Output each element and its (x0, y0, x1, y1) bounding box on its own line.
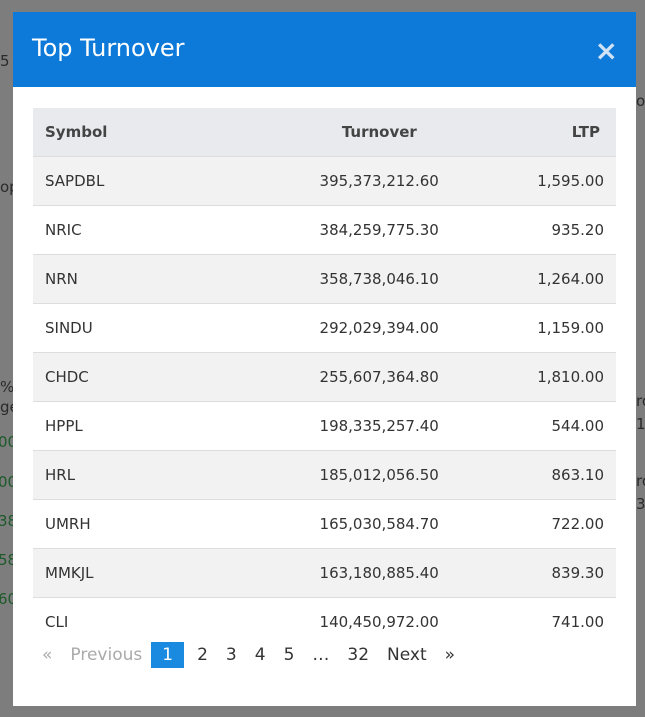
table-row: NRIC 384,259,775.30 935.20 (33, 205, 616, 255)
table-cell: 165,030,584.70 (190, 499, 451, 549)
table-cell: NRN (33, 254, 191, 304)
table-row: HRL 185,012,056.50 863.10 (33, 450, 616, 500)
table-cell: UMRH (33, 499, 191, 549)
page-link[interactable]: 32 (347, 645, 370, 665)
table-cell: 395,373,212.60 (190, 156, 451, 206)
table-cell: CHDC (33, 352, 191, 402)
table-cell: HPPL (33, 401, 191, 451)
table-cell: SINDU (33, 303, 191, 353)
pagination: « Previous 1 2 3 4 5 … 32 Next » (33, 642, 464, 668)
background-text: o (636, 92, 645, 110)
header-row: Symbol Turnover LTP (33, 108, 616, 157)
table-cell: 255,607,364.80 (190, 352, 451, 402)
page-link[interactable]: 4 (254, 645, 266, 665)
table-cell: MMKJL (33, 548, 191, 598)
table-row: HPPL 198,335,257.40 544.00 (33, 401, 616, 451)
background-value: 00 (0, 473, 17, 491)
modal: Top Turnover × Symbol Turnover LTP SAPDBL 39… (13, 12, 636, 706)
previous-page: Previous (70, 645, 143, 665)
page-link[interactable]: 2 (197, 645, 208, 665)
modal-header: Top Turnover × (13, 12, 636, 87)
table-cell: 863.10 (450, 450, 616, 500)
page-link[interactable]: … (312, 645, 330, 665)
background-value: 58 (0, 551, 17, 569)
table-cell: 185,012,056.50 (190, 450, 451, 500)
page-link[interactable]: 5 (283, 645, 295, 665)
table-cell: 722.00 (450, 499, 616, 549)
background-value: 38 (0, 512, 17, 530)
table-cell: 358,738,046.10 (190, 254, 451, 304)
table-cell: 839.30 (450, 548, 616, 598)
modal-title: Top Turnover (32, 34, 185, 62)
background-value: 60 (0, 590, 17, 608)
table-row: SINDU 292,029,394.00 1,159.00 (33, 303, 616, 353)
column-header: LTP (450, 108, 616, 157)
column-header: Turnover (190, 108, 451, 157)
table-cell: SAPDBL (33, 156, 191, 206)
background-value: 00 (0, 433, 17, 451)
table-cell: 140,450,972.00 (190, 597, 451, 632)
last-page[interactable]: » (444, 645, 456, 665)
next-page[interactable]: Next (387, 645, 427, 665)
close-button[interactable]: × (594, 34, 618, 67)
background-text: 1 (636, 415, 645, 433)
background-text: 3 (636, 495, 645, 513)
table-cell: 292,029,394.00 (190, 303, 451, 353)
background-text: % (0, 378, 15, 396)
table-row: NRN 358,738,046.10 1,264.00 (33, 254, 616, 304)
background-text: ro (636, 392, 645, 410)
table-row: CHDC 255,607,364.80 1,810.00 (33, 352, 616, 402)
table-cell: 935.20 (450, 205, 616, 255)
background-text: ro (636, 472, 645, 490)
table-cell: 741.00 (450, 597, 616, 632)
table-cell: 544.00 (450, 401, 616, 451)
table-cell: HRL (33, 450, 191, 500)
table-row: UMRH 165,030,584.70 722.00 (33, 499, 616, 549)
table-cell: 1,264.00 (450, 254, 616, 304)
table-cell: 1,595.00 (450, 156, 616, 206)
table-cell: 163,180,885.40 (190, 548, 451, 598)
table-cell: NRIC (33, 205, 191, 255)
table-cell: 198,335,257.40 (190, 401, 451, 451)
table-cell: 384,259,775.30 (190, 205, 451, 255)
table-row: CLI 140,450,972.00 741.00 (33, 597, 616, 632)
page-link[interactable]: 3 (225, 645, 237, 665)
table-container: Symbol Turnover LTP SAPDBL 395,373,212.60 1,5… (33, 108, 616, 632)
table: Symbol Turnover LTP SAPDBL 395,373,212.60 1,5… (33, 108, 616, 632)
table-cell: CLI (33, 597, 191, 632)
background-text: 5 (0, 52, 10, 70)
table-row: SAPDBL 395,373,212.60 1,595.00 (33, 156, 616, 206)
table-cell: 1,810.00 (450, 352, 616, 402)
first-page: « (42, 645, 53, 665)
page-link[interactable]: 1 (151, 642, 185, 668)
column-header: Symbol (33, 108, 191, 157)
table-cell: 1,159.00 (450, 303, 616, 353)
table-row: MMKJL 163,180,885.40 839.30 (33, 548, 616, 598)
